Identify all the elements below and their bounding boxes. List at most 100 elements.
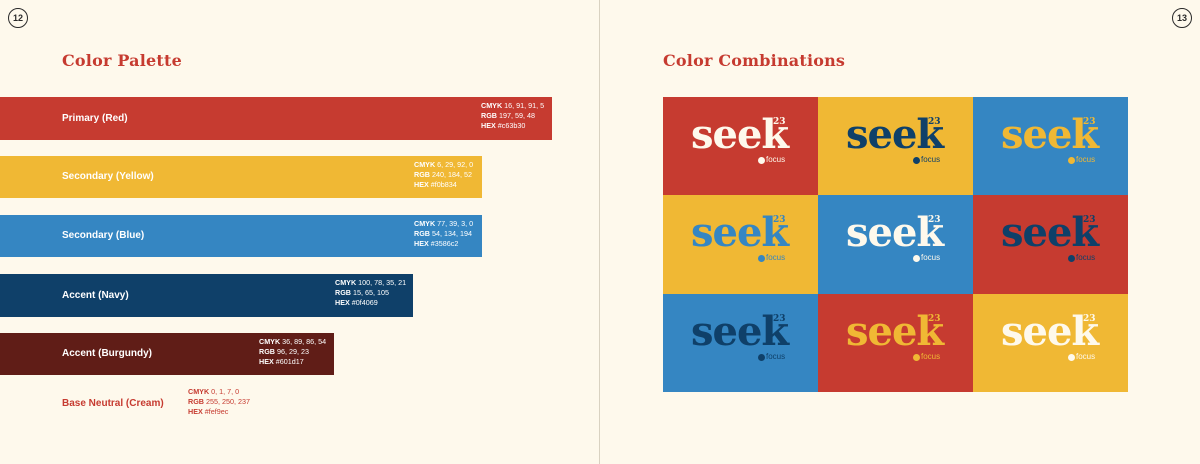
rgb-label: RGB [414, 229, 430, 238]
logo-year: 23 [773, 313, 786, 324]
focus-mark-icon [758, 255, 765, 263]
swatch-specs: CMYK 77, 39, 3, 0 RGB 54, 134, 194 HEX #… [414, 219, 473, 249]
swatch-specs: CMYK 100, 78, 35, 21 RGB 15, 65, 105 HEX… [335, 278, 406, 308]
page-spine [599, 0, 600, 464]
focus-mark-icon [913, 353, 920, 361]
logo-subtext: focus [921, 155, 941, 164]
logo-year: 23 [773, 215, 786, 226]
hex-value: #601d17 [275, 357, 304, 366]
hex-label: HEX [414, 239, 429, 248]
cmyk-label: CMYK [259, 337, 281, 346]
logo-year: 23 [1083, 117, 1096, 127]
cmyk-label: CMYK [335, 278, 357, 287]
cmyk-value: 77, 39, 3, 0 [437, 219, 474, 228]
hex-value: #c63b30 [497, 121, 526, 130]
rgb-value: 54, 134, 194 [431, 229, 472, 238]
seek-logo: seek 23 focus [973, 97, 1128, 195]
focus-mark-icon [913, 255, 920, 263]
combination-tile: seek 23 focus [973, 293, 1128, 392]
focus-mark-icon [1068, 255, 1075, 263]
hex-label: HEX [481, 121, 496, 130]
swatch-specs: CMYK 36, 89, 86, 54 RGB 96, 29, 23 HEX #… [259, 337, 326, 367]
combination-tile: seek 23 focus [973, 195, 1128, 294]
swatch-specs: CMYK 16, 91, 91, 5 RGB 197, 59, 48 HEX #… [481, 101, 544, 131]
combination-tile: seek 23 focus [973, 97, 1128, 196]
focus-mark-icon [758, 353, 765, 361]
swatch-bar: Secondary (Yellow) CMYK 6, 29, 92, 0 RGB… [0, 156, 482, 198]
logo-subtext: focus [766, 253, 786, 263]
swatch-name: Secondary (Yellow) [62, 171, 154, 182]
swatch-bar: Accent (Burgundy) CMYK 36, 89, 86, 54 RG… [0, 333, 334, 375]
logo-wordmark: seek [1001, 307, 1099, 355]
rgb-label: RGB [335, 288, 351, 297]
swatch-bar: Secondary (Blue) CMYK 77, 39, 3, 0 RGB 5… [0, 215, 482, 257]
logo-wordmark: seek [691, 209, 789, 257]
seek-logo: seek 23 focus [818, 195, 973, 293]
rgb-value: 255, 250, 237 [205, 397, 250, 406]
hex-label: HEX [335, 298, 350, 307]
logo-year: 23 [1083, 313, 1096, 324]
seek-logo: seek 23 focus [818, 97, 973, 195]
cmyk-label: CMYK [481, 101, 503, 110]
logo-subtext: focus [766, 155, 786, 164]
swatch-bar: Primary (Red) CMYK 16, 91, 91, 5 RGB 197… [0, 97, 552, 140]
hex-value: #3586c2 [430, 239, 459, 248]
cmyk-value: 0, 1, 7, 0 [211, 387, 240, 396]
logo-year: 23 [773, 117, 786, 127]
logo-wordmark: seek [846, 209, 944, 257]
cmyk-label: CMYK [414, 219, 436, 228]
seek-logo: seek 23 focus [818, 294, 973, 392]
logo-subtext: focus [766, 351, 786, 361]
combination-tile: seek 23 focus [818, 293, 973, 392]
combination-tile: seek 23 focus [663, 97, 818, 196]
focus-mark-icon [913, 157, 920, 164]
cmyk-value: 36, 89, 86, 54 [282, 337, 327, 346]
logo-subtext: focus [1076, 155, 1096, 164]
palette-title: Color Palette [62, 51, 182, 70]
logo-subtext: focus [1076, 351, 1096, 361]
logo-wordmark: seek [1001, 209, 1099, 257]
logo-subtext: focus [921, 253, 941, 263]
logo-subtext: focus [1076, 253, 1096, 263]
combination-tile: seek 23 focus [818, 195, 973, 294]
seek-logo: seek 23 focus [973, 294, 1128, 392]
cmyk-label: CMYK [414, 160, 436, 169]
color-combinations-grid: seek 23 focus seek 23 focus seek 23 focus seek 23 f… [663, 97, 1128, 393]
swatch-bar: Base Neutral (Cream) CMYK 0, 1, 7, 0 RGB… [0, 383, 255, 425]
logo-wordmark: seek [846, 111, 944, 158]
swatch-name: Primary (Red) [62, 112, 128, 124]
seek-logo: seek 23 focus [663, 97, 818, 195]
rgb-value: 240, 184, 52 [431, 170, 472, 179]
logo-year: 23 [1083, 215, 1096, 226]
page-number-right: 13 [1172, 8, 1192, 28]
swatch-specs: CMYK 6, 29, 92, 0 RGB 240, 184, 52 HEX #… [414, 160, 473, 190]
logo-year: 23 [928, 215, 941, 226]
combination-tile: seek 23 focus [818, 97, 973, 196]
hex-value: #fef9ec [204, 407, 229, 416]
logo-year: 23 [928, 117, 941, 127]
focus-mark-icon [1068, 157, 1075, 164]
page-number-left: 12 [8, 8, 28, 28]
swatch-name: Base Neutral (Cream) [62, 398, 164, 409]
swatch-name: Accent (Burgundy) [62, 348, 152, 359]
cmyk-value: 16, 91, 91, 5 [504, 101, 545, 110]
logo-wordmark: seek [846, 307, 944, 355]
combination-tile: seek 23 focus [663, 293, 818, 392]
seek-logo: seek 23 focus [973, 195, 1128, 293]
cmyk-label: CMYK [188, 387, 210, 396]
focus-mark-icon [1068, 353, 1075, 361]
logo-wordmark: seek [1001, 111, 1099, 158]
rgb-label: RGB [414, 170, 430, 179]
rgb-value: 96, 29, 23 [276, 347, 309, 356]
rgb-label: RGB [259, 347, 275, 356]
logo-wordmark: seek [691, 111, 789, 158]
hex-label: HEX [414, 180, 429, 189]
rgb-label: RGB [481, 111, 497, 120]
hex-label: HEX [188, 407, 203, 416]
rgb-value: 197, 59, 48 [498, 111, 535, 120]
logo-wordmark: seek [691, 307, 789, 355]
swatch-name: Accent (Navy) [62, 289, 129, 301]
swatch-bar: Accent (Navy) CMYK 100, 78, 35, 21 RGB 1… [0, 274, 413, 317]
combinations-title: Color Combinations [663, 51, 846, 70]
rgb-value: 15, 65, 105 [352, 288, 389, 297]
